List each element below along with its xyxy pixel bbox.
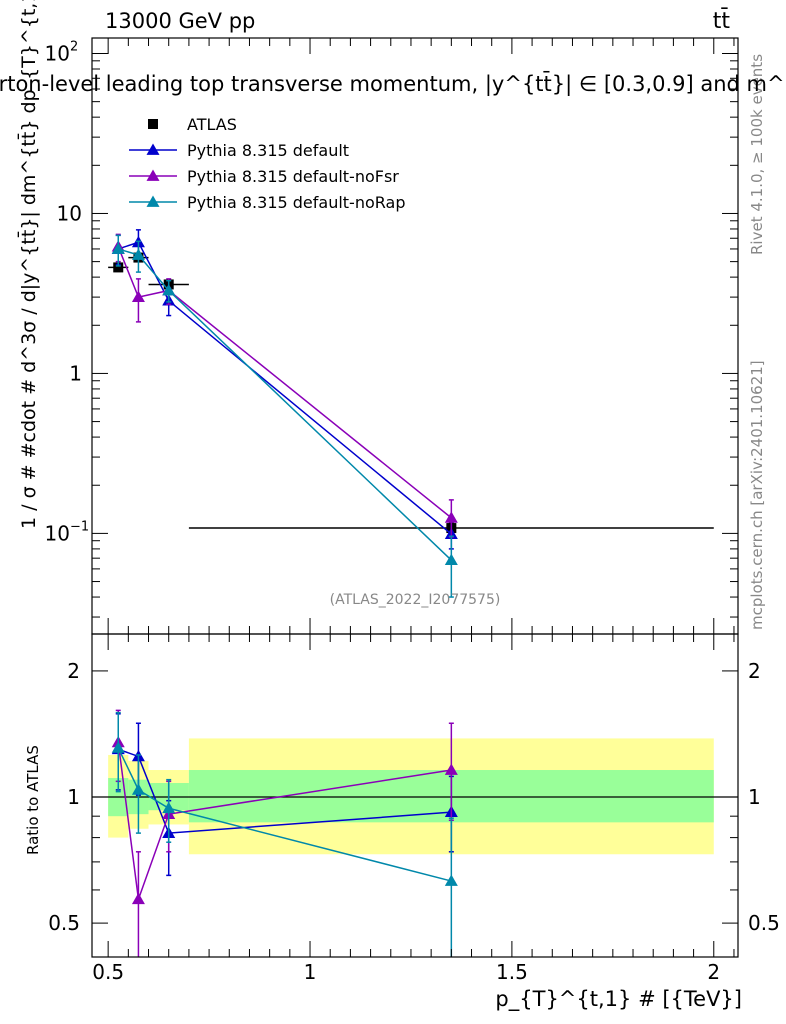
- ratio-ytick-label-left-1: 1: [67, 785, 80, 809]
- ratio-series-2-point-2: [162, 801, 176, 814]
- series-3-point-0: [111, 242, 125, 254]
- ratio-marks: [92, 709, 738, 957]
- ratio-frame: [91, 633, 739, 958]
- main-y-axis-label: 1 / σ # #cdot # d^3σ / d|y^{tt̄}| dm^{tt…: [16, 0, 40, 529]
- ratio-ytick-label-left-2: 2: [67, 659, 80, 683]
- main-ytick-label-3: 10: [45, 42, 70, 66]
- ratio-series-1-line: [117, 742, 452, 900]
- main-ytick-label-2: 10: [57, 201, 82, 225]
- series-3-point-3: [444, 553, 458, 566]
- series-2-point-1: [131, 290, 145, 302]
- main-ytick-exp-0: −1: [70, 519, 89, 534]
- process-label: tt̄: [713, 8, 731, 34]
- ratio-series-2-line: [117, 747, 452, 882]
- series-3-point-2: [162, 283, 176, 296]
- ratio-panel: 0.5 0.5 1 1 2 2 Ratio to ATLAS: [24, 633, 780, 958]
- ratio-series-1-point-1: [131, 892, 145, 905]
- xtick-label-3: 2: [707, 960, 720, 984]
- legend-label-0: ATLAS: [187, 115, 237, 134]
- ratio-series-2-point-3: [444, 874, 458, 886]
- xtick-label-1: 1: [304, 960, 317, 984]
- xtick-label-0: 0.5: [92, 960, 124, 984]
- main-ytick-label-1: 1: [69, 361, 82, 385]
- series-2-point-3: [444, 511, 458, 523]
- legend-label-1: Pythia 8.315 default: [187, 141, 349, 160]
- legend-marker-3: [146, 195, 160, 207]
- rivet-version-label: Rivet 4.1.0, ≥ 100k events: [748, 54, 766, 255]
- series-3-line: [118, 248, 452, 561]
- main-marks: [108, 229, 714, 598]
- x-axis-label: p_{T}^{t,1} # [{TeV}]: [495, 987, 742, 1012]
- xtick-label-2: 1.5: [496, 960, 528, 984]
- legend-marker-2: [146, 169, 160, 181]
- analysis-annotation: (ATLAS_2022_I2077575): [330, 592, 501, 608]
- ratio-ytick-label-right-0: 0.5: [748, 911, 780, 935]
- ratio-series-1-point-3: [444, 763, 458, 775]
- legend-label-3: Pythia 8.315 default-noRap: [187, 193, 405, 212]
- series-2-line: [117, 246, 452, 519]
- main-ytick-exp-3: 2: [70, 40, 78, 55]
- legend-label-2: Pythia 8.315 default-noFsr: [187, 167, 399, 186]
- energy-label: 13000 GeV pp: [105, 9, 255, 33]
- mcplots-label: mcplots.cern.ch [arXiv:2401.10621]: [748, 360, 766, 630]
- legend-marker-1: [146, 143, 160, 155]
- ratio-ytick-label-left-0: 0.5: [48, 911, 80, 935]
- ratio-y-axis-label: Ratio to ATLAS: [24, 745, 42, 855]
- ratio-series-2-point-1: [131, 783, 145, 795]
- ratio-series-2-point-0: [111, 741, 125, 753]
- ratio-ytick-label-right-2: 2: [748, 659, 761, 683]
- legend: ATLAS Pythia 8.315 default Pythia 8.315 de…: [129, 115, 405, 212]
- ratio-series-0-line: [117, 748, 452, 834]
- legend-marker-atlas: [148, 119, 158, 129]
- x-axis: 0.5 1 1.5 2: [92, 38, 735, 984]
- ratio-ticks: 0.5 0.5 1 1 2 2: [48, 659, 780, 935]
- series-1-line: [118, 241, 452, 535]
- main-title: Parton-level leading top transverse mome…: [0, 71, 786, 97]
- atlas-point-0: [113, 262, 124, 273]
- main-ytick-label-0: 10: [45, 521, 70, 545]
- series-3-point-1: [131, 248, 145, 260]
- ratio-ytick-label-right-1: 1: [748, 785, 761, 809]
